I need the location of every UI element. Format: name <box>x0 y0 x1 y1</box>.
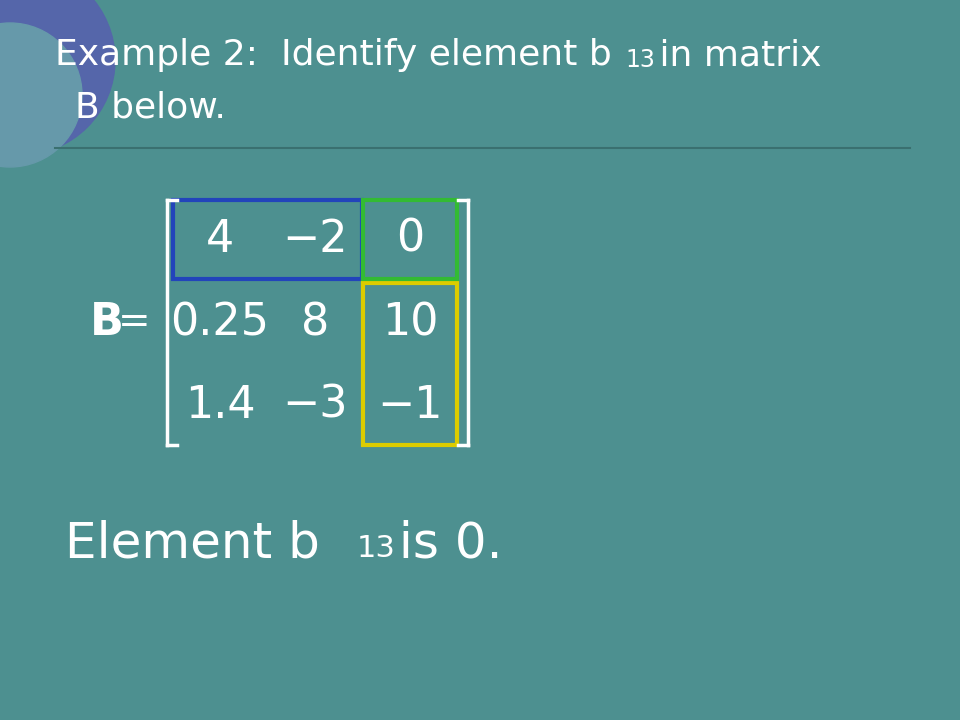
Text: 0: 0 <box>396 218 424 261</box>
Text: 4: 4 <box>205 218 234 261</box>
Text: 10: 10 <box>382 301 439 344</box>
Text: 0.25: 0.25 <box>171 301 270 344</box>
Circle shape <box>0 0 115 155</box>
Circle shape <box>0 23 82 167</box>
Text: Element b: Element b <box>65 520 320 568</box>
Text: B below.: B below. <box>75 90 226 124</box>
Text: 8: 8 <box>300 301 329 344</box>
Text: =: = <box>118 304 151 341</box>
Text: B: B <box>90 301 124 344</box>
Text: −2: −2 <box>282 218 348 261</box>
Text: 13: 13 <box>357 534 396 563</box>
Text: −1: −1 <box>377 384 443 427</box>
Text: 13: 13 <box>625 48 655 72</box>
Text: is 0.: is 0. <box>383 520 502 568</box>
Text: in matrix: in matrix <box>648 38 822 72</box>
Bar <box>363 200 457 279</box>
Text: Example 2:  Identify element b: Example 2: Identify element b <box>55 38 612 72</box>
Bar <box>363 283 457 445</box>
Text: −3: −3 <box>282 384 348 427</box>
Bar <box>173 200 362 279</box>
Text: 1.4: 1.4 <box>184 384 255 427</box>
